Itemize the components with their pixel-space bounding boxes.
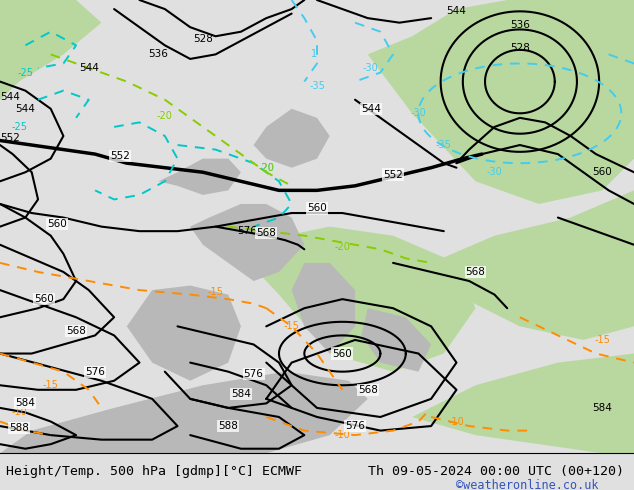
Text: -20: -20	[334, 242, 351, 252]
Text: 584: 584	[15, 398, 36, 408]
Text: -15: -15	[42, 380, 59, 390]
Text: 576: 576	[85, 367, 105, 377]
Text: 568: 568	[358, 385, 378, 395]
Text: Height/Temp. 500 hPa [gdmp][°C] ECMWF: Height/Temp. 500 hPa [gdmp][°C] ECMWF	[6, 465, 302, 478]
Text: 568: 568	[256, 228, 276, 239]
Text: 560: 560	[307, 203, 327, 214]
Text: 528: 528	[193, 33, 213, 44]
Text: 544: 544	[15, 104, 36, 114]
Text: -15: -15	[594, 335, 611, 345]
Polygon shape	[368, 0, 634, 204]
Text: 536: 536	[148, 49, 169, 59]
Text: ©weatheronline.co.uk: ©weatheronline.co.uk	[456, 479, 599, 490]
Text: 552: 552	[383, 170, 403, 179]
Text: -20: -20	[157, 111, 173, 121]
Text: 588: 588	[9, 423, 29, 433]
Text: 552: 552	[0, 133, 20, 143]
Polygon shape	[190, 204, 304, 281]
Text: 588: 588	[218, 421, 238, 431]
Text: 544: 544	[361, 104, 381, 114]
Polygon shape	[0, 371, 368, 453]
Text: 560: 560	[34, 294, 55, 304]
Text: 552: 552	[110, 151, 131, 161]
Text: -35: -35	[436, 140, 452, 150]
Text: 568: 568	[465, 267, 486, 277]
Text: 584: 584	[231, 390, 251, 399]
Polygon shape	[241, 226, 476, 371]
Polygon shape	[158, 159, 241, 195]
Text: -15: -15	[207, 287, 224, 297]
Text: 1: 1	[311, 49, 317, 59]
Polygon shape	[412, 354, 634, 453]
Text: -30: -30	[411, 108, 426, 118]
Text: 544: 544	[79, 63, 99, 73]
Text: -30: -30	[487, 167, 502, 177]
Text: -15: -15	[283, 321, 300, 331]
Text: 576: 576	[237, 226, 257, 236]
Text: -10: -10	[449, 416, 464, 426]
Text: 528: 528	[510, 43, 530, 52]
Polygon shape	[412, 191, 634, 340]
Text: 544: 544	[0, 93, 20, 102]
Text: -20: -20	[258, 163, 275, 172]
Text: -10: -10	[335, 430, 350, 440]
Text: -30: -30	[363, 63, 378, 73]
Text: 536: 536	[510, 20, 530, 30]
Text: -35: -35	[309, 81, 325, 91]
Polygon shape	[0, 0, 101, 99]
Polygon shape	[292, 263, 355, 354]
Polygon shape	[254, 109, 330, 168]
Text: -25: -25	[11, 122, 27, 132]
Text: -25: -25	[17, 68, 34, 77]
Text: 560: 560	[47, 220, 67, 229]
Text: 576: 576	[345, 421, 365, 431]
Polygon shape	[127, 286, 241, 381]
Text: 560: 560	[332, 348, 353, 359]
Text: 544: 544	[446, 6, 467, 16]
Text: Th 09-05-2024 00:00 UTC (00+120): Th 09-05-2024 00:00 UTC (00+120)	[368, 465, 624, 478]
Text: 560: 560	[592, 167, 612, 177]
Text: 568: 568	[66, 326, 86, 336]
Polygon shape	[361, 308, 431, 371]
Text: 576: 576	[243, 369, 264, 379]
Text: -20: -20	[258, 163, 275, 172]
Text: 584: 584	[592, 403, 612, 413]
Text: -10: -10	[11, 408, 27, 417]
